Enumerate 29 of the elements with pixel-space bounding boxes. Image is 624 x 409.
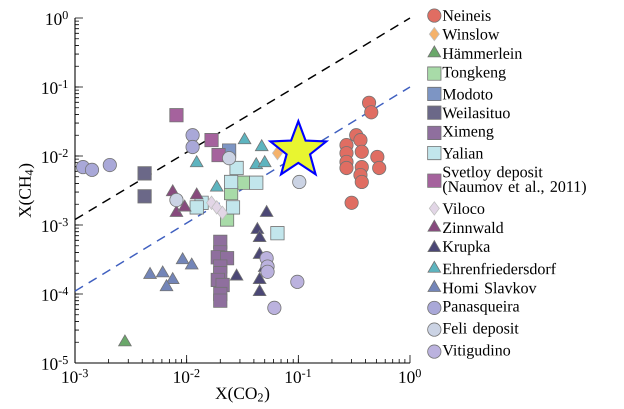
legend-label: Feli deposit: [442, 322, 519, 337]
x-tick-label: 10$^{0}$: [399, 369, 421, 384]
legend-label: Ximeng: [442, 126, 494, 140]
legend-label: Svetloy deposit (Naumov et al., 2011): [443, 166, 586, 196]
legend-label: Weilasituo: [442, 107, 510, 118]
x-tick-label: 10$^{-1}$: [286, 369, 311, 384]
y-tick-label: 10$^{-1}$: [42, 80, 68, 94]
legend-label: Neineis: [442, 10, 491, 21]
y-tick-label: 10$^{-2}$: [42, 148, 68, 163]
legend-label: Modoto: [442, 88, 492, 100]
y-tick-label: 10$^{-4}$: [42, 287, 68, 301]
legend-label: Ehrenfriedersdorf: [442, 262, 556, 274]
legend-label: Winslow: [442, 28, 500, 40]
legend-label: Yalian: [442, 147, 484, 159]
x-tick-label: 10$^{-3}$: [62, 369, 88, 384]
legend-label: Tongkeng: [442, 66, 506, 81]
legend-label: Vitigudino: [442, 344, 510, 359]
legend-label: Homi Slavkov: [442, 282, 537, 294]
y-tick-label: 10$^{0}$: [46, 10, 68, 26]
y-tick-label: 10$^{-3}$: [42, 218, 68, 232]
legend-label: Hämmerlein: [442, 48, 522, 59]
legend-label: Viloco: [442, 202, 484, 214]
legend-label: Panasqueira: [442, 300, 520, 315]
legend-label: Zinnwald: [443, 222, 504, 234]
y-tick-label: 10$^{-5}$: [42, 356, 68, 370]
x-tick-label: 10$^{-2}$: [174, 369, 200, 384]
x-axis-title: X(CO$_{2}$): [215, 386, 270, 403]
legend-label: Krupka: [442, 240, 490, 256]
y-axis-title: X(CH$_{4}$): [18, 164, 34, 218]
